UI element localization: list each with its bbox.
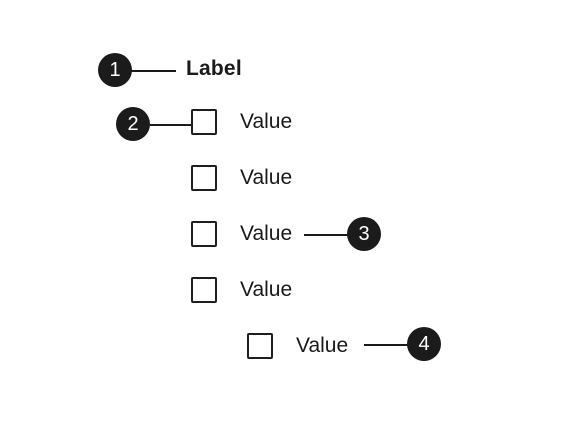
checkbox[interactable] [191,165,217,191]
checkbox-option-3[interactable]: Value [191,219,292,249]
checkbox-option-nested[interactable]: Value [247,331,348,361]
checkbox-option-label: Value [240,278,293,301]
checkbox-option-1[interactable]: Value [191,107,292,137]
checkbox-option-label: Value [296,334,349,357]
checkbox[interactable] [247,333,273,359]
checkbox[interactable] [191,277,217,303]
callout-2-badge: 2 [116,107,150,141]
checkbox[interactable] [191,221,217,247]
checkbox-option-label: Value [240,166,293,189]
callout-4-leader-line [364,344,410,346]
checkbox-option-label: Value [240,110,293,133]
checkbox-option-label: Value [240,222,293,245]
callout-2-leader-line [150,124,192,126]
checkbox[interactable] [191,109,217,135]
callout-1-badge: 1 [98,53,132,87]
checkbox-group-label: Label [186,57,242,80]
callout-3-badge: 3 [347,217,381,251]
callout-4-badge: 4 [407,327,441,361]
checkbox-option-4[interactable]: Value [191,275,292,305]
callout-3-leader-line [304,234,350,236]
callout-1-leader-line [130,70,176,72]
checkbox-option-2[interactable]: Value [191,163,292,193]
